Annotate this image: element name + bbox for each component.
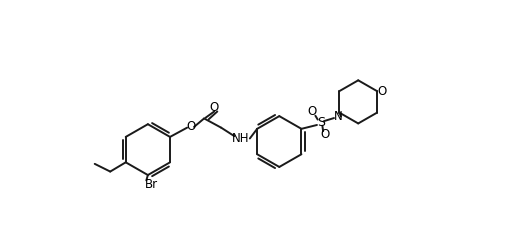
Text: O: O — [307, 105, 316, 118]
Text: NH: NH — [232, 132, 250, 145]
Text: O: O — [320, 128, 329, 141]
Text: Br: Br — [145, 178, 159, 191]
Text: O: O — [378, 85, 387, 98]
Text: S: S — [317, 116, 325, 129]
Text: N: N — [334, 110, 342, 123]
Text: O: O — [186, 120, 196, 134]
Text: O: O — [210, 101, 219, 114]
